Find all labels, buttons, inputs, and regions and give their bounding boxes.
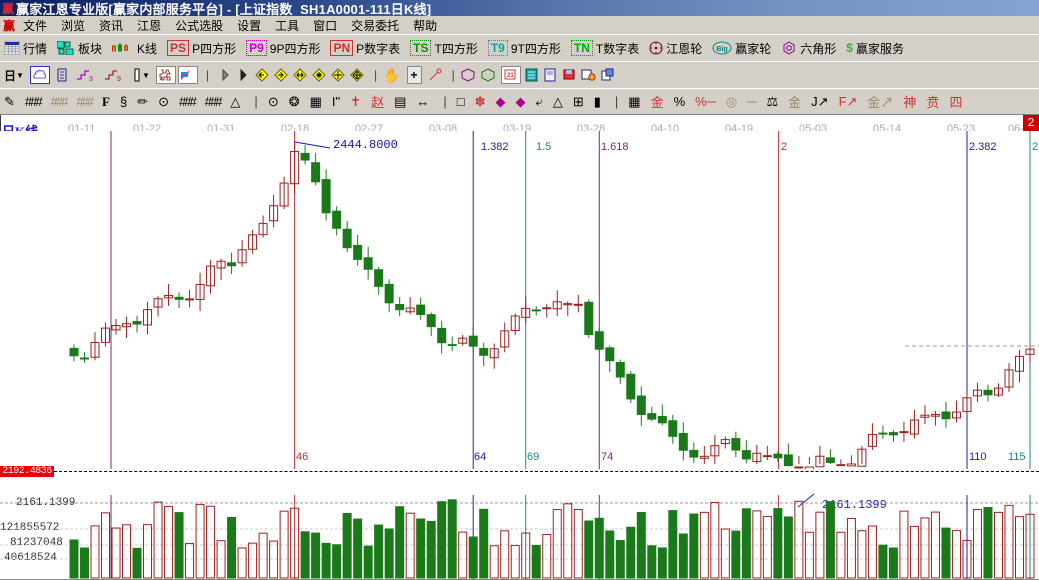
svg-text:21: 21	[507, 73, 514, 79]
svg-text:Big: Big	[717, 46, 728, 53]
svg-text:3: 3	[89, 76, 93, 82]
svg-text:9: 9	[117, 76, 121, 82]
